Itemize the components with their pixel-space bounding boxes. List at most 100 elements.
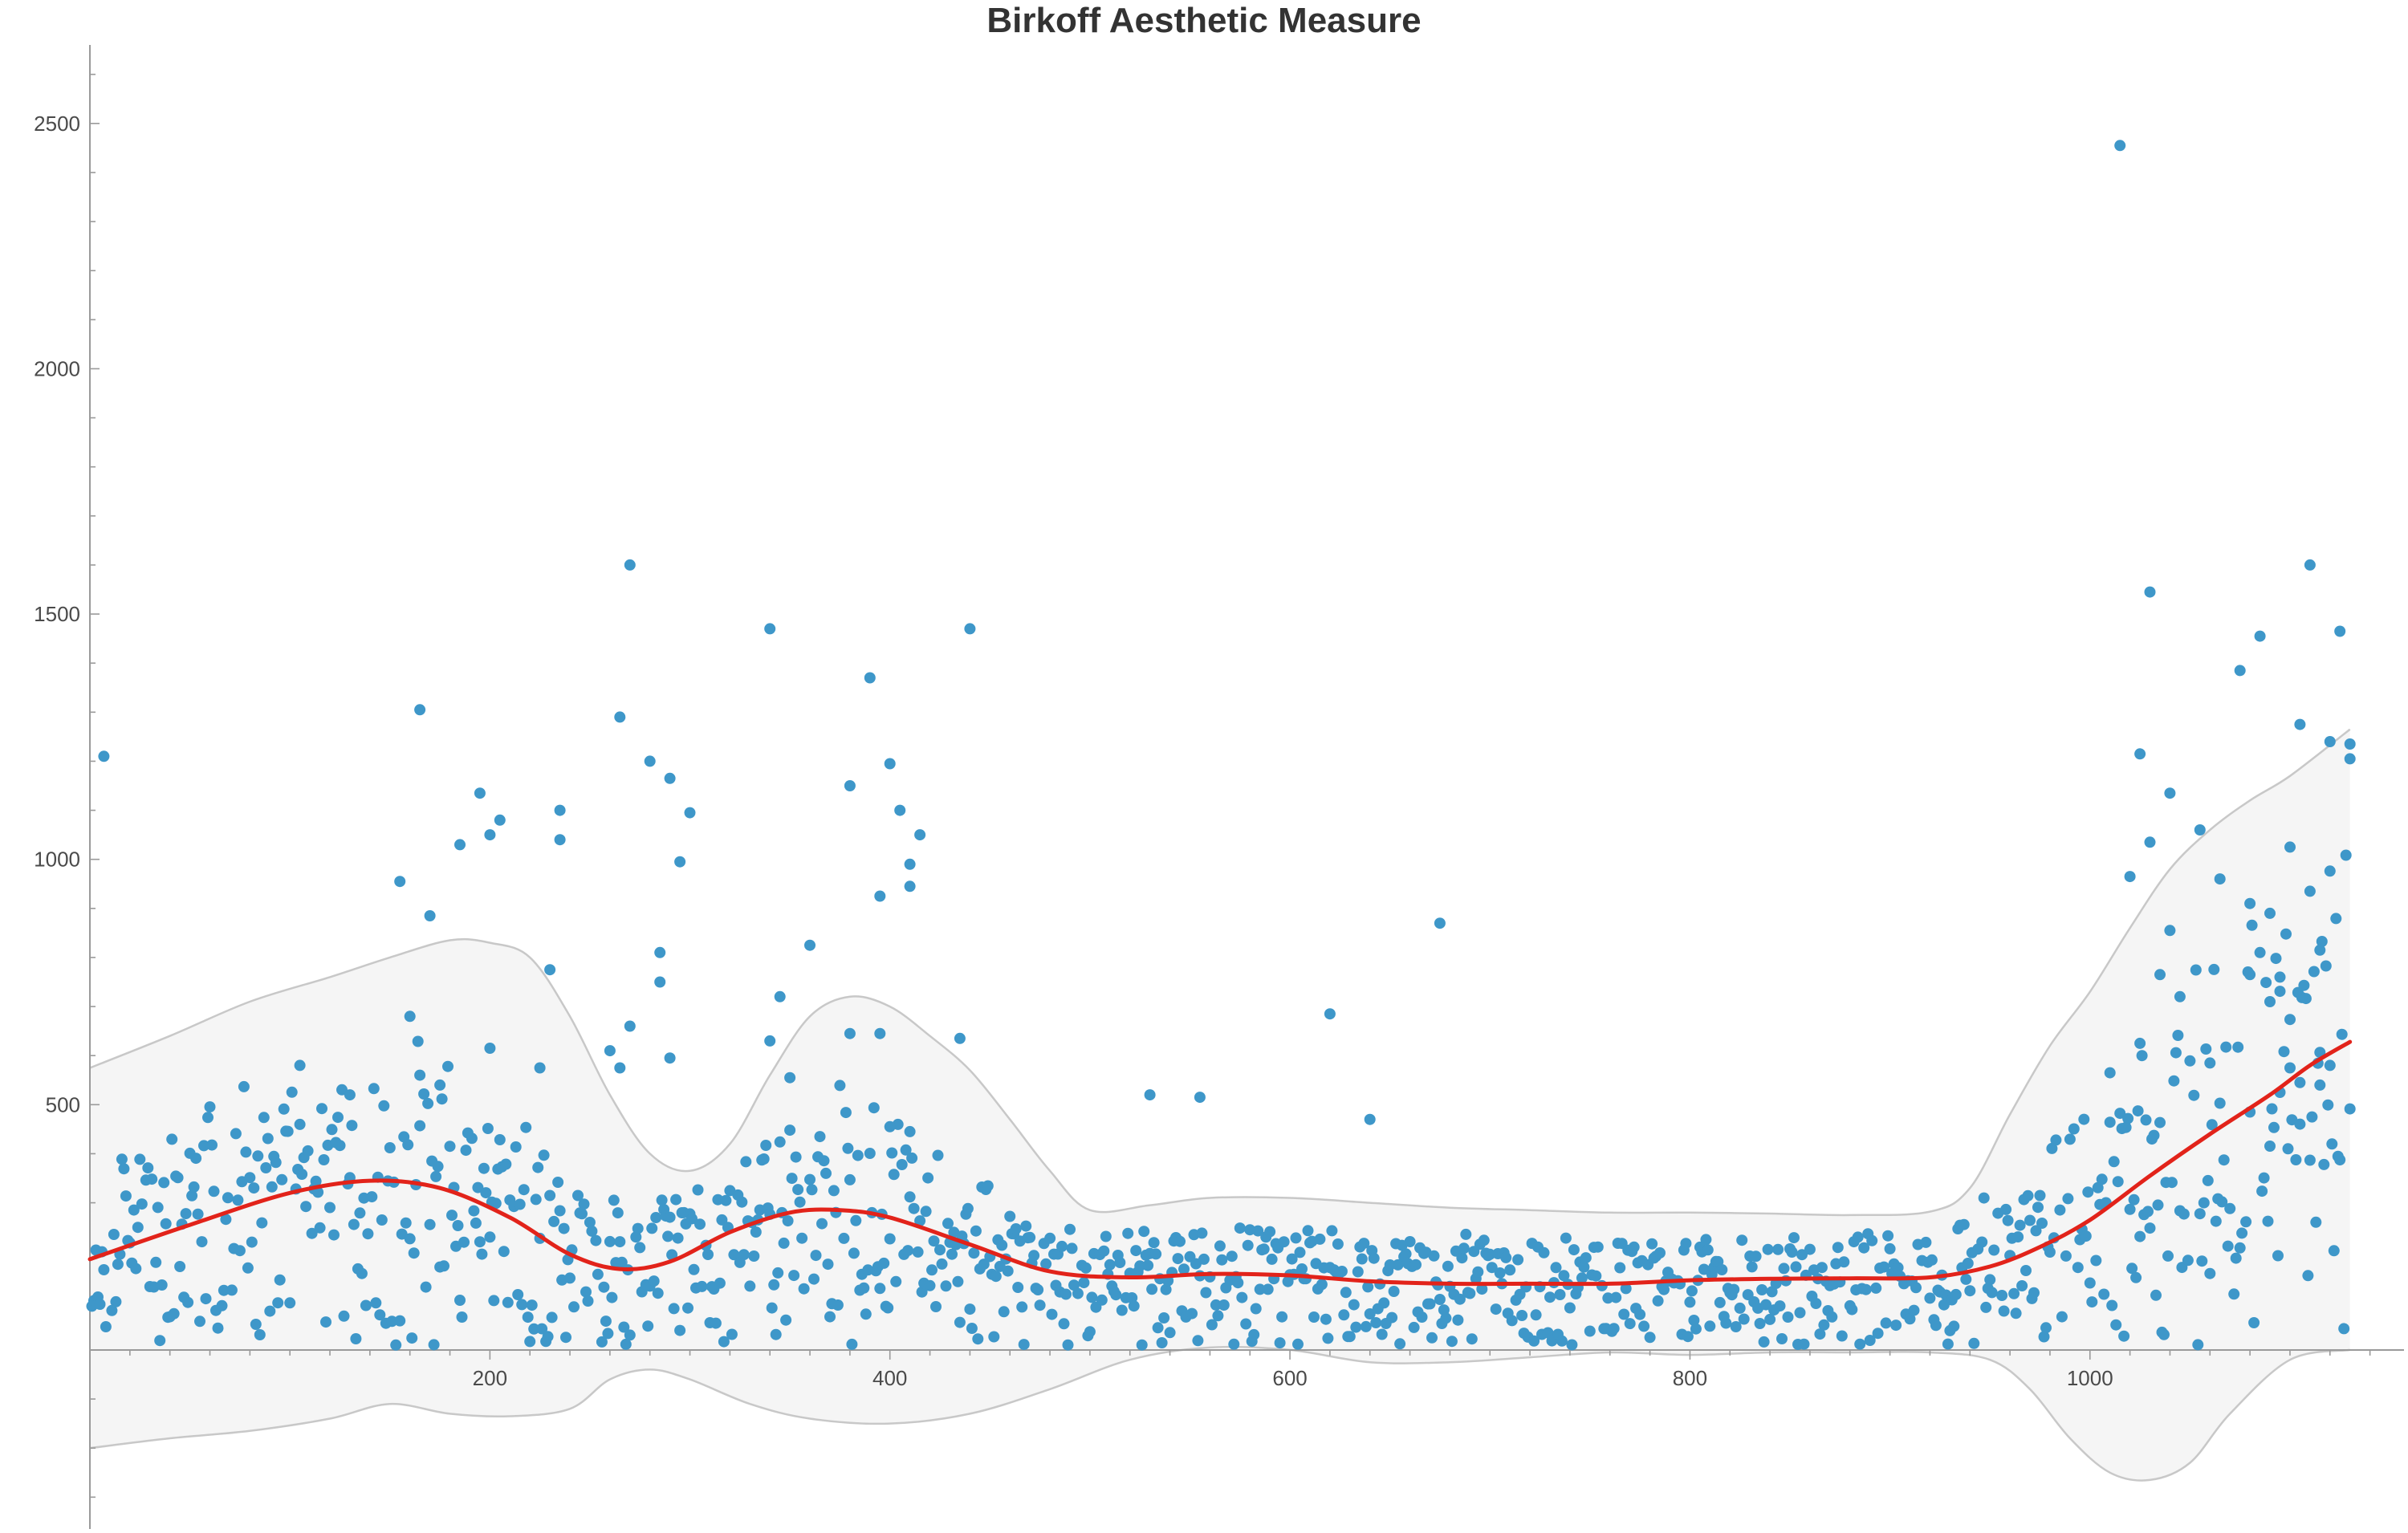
- data-point: [254, 1329, 266, 1340]
- data-point: [748, 1250, 760, 1262]
- data-point: [1454, 1293, 1466, 1305]
- data-point: [1486, 1262, 1498, 1274]
- data-point: [2244, 969, 2256, 981]
- data-point: [606, 1291, 618, 1303]
- data-point: [402, 1139, 414, 1151]
- data-point: [618, 1321, 630, 1333]
- data-point: [718, 1336, 730, 1348]
- data-point: [2284, 1014, 2296, 1026]
- data-point: [2010, 1307, 2022, 1320]
- data-point: [1174, 1235, 1186, 1247]
- data-point: [286, 1086, 298, 1098]
- data-point: [548, 1215, 560, 1227]
- data-point: [1446, 1336, 1458, 1348]
- data-point: [2266, 1103, 2278, 1115]
- data-point: [2168, 1075, 2180, 1087]
- data-point: [2280, 928, 2292, 940]
- data-point: [864, 1148, 876, 1159]
- data-point: [554, 1205, 566, 1217]
- data-point: [1086, 1291, 1098, 1303]
- data-point: [1560, 1232, 1572, 1244]
- data-point: [1816, 1262, 1828, 1274]
- data-point: [420, 1281, 432, 1293]
- data-point: [1620, 1283, 1632, 1295]
- data-point: [1774, 1300, 1786, 1312]
- data-point: [1772, 1243, 1784, 1255]
- data-point: [2262, 1215, 2274, 1227]
- data-point: [454, 839, 466, 851]
- data-point: [1846, 1303, 1858, 1315]
- data-point: [2144, 1222, 2156, 1234]
- data-point: [904, 880, 916, 893]
- data-point: [736, 1196, 748, 1208]
- data-point: [414, 1069, 426, 1081]
- data-point: [996, 1239, 1008, 1251]
- data-point: [560, 1332, 571, 1344]
- data-point: [360, 1299, 372, 1311]
- y-tick-label: 1000: [34, 848, 80, 872]
- data-point: [804, 1173, 816, 1185]
- data-point: [2334, 1154, 2346, 1166]
- data-point: [1232, 1277, 1244, 1289]
- data-point: [2104, 1067, 2116, 1079]
- data-point: [1034, 1299, 1046, 1311]
- data-point: [1234, 1222, 1246, 1234]
- data-point: [1320, 1313, 1332, 1325]
- data-point: [180, 1208, 192, 1220]
- data-point: [474, 1236, 486, 1248]
- data-point: [1370, 1317, 1382, 1328]
- data-point: [1344, 1331, 1356, 1343]
- data-point: [1778, 1263, 1790, 1275]
- data-point: [914, 1215, 926, 1227]
- data-point: [1826, 1311, 1838, 1323]
- data-point: [792, 1184, 804, 1196]
- data-point: [1410, 1259, 1422, 1271]
- data-point: [1206, 1319, 1218, 1331]
- data-point: [1614, 1262, 1626, 1274]
- data-point: [1426, 1332, 1438, 1344]
- data-point: [828, 1185, 840, 1197]
- data-point: [154, 1335, 166, 1347]
- data-point: [906, 1152, 918, 1164]
- data-point: [2330, 913, 2342, 925]
- data-point: [2230, 1252, 2242, 1264]
- data-point: [432, 1161, 444, 1173]
- data-point: [522, 1311, 534, 1324]
- data-point: [2218, 1154, 2230, 1166]
- data-point: [306, 1227, 318, 1239]
- data-point: [1734, 1302, 1746, 1314]
- data-point: [484, 829, 496, 841]
- data-point: [1564, 1302, 1576, 1314]
- data-point: [796, 1232, 808, 1244]
- data-point: [1688, 1315, 1700, 1326]
- data-point: [1336, 1266, 1348, 1277]
- data-point: [2122, 1112, 2134, 1124]
- data-point: [694, 1218, 706, 1230]
- data-point: [2236, 1227, 2248, 1239]
- data-point: [2204, 1267, 2216, 1279]
- data-point: [1466, 1333, 1478, 1345]
- data-point: [2316, 936, 2328, 947]
- data-point: [512, 1289, 524, 1300]
- data-point: [128, 1204, 140, 1216]
- data-point: [554, 804, 566, 816]
- data-point: [1324, 1008, 1336, 1020]
- data-point: [1930, 1320, 1942, 1332]
- data-point: [2192, 1339, 2204, 1351]
- data-point: [852, 1149, 864, 1161]
- data-point: [314, 1222, 326, 1234]
- data-point: [1044, 1232, 1056, 1244]
- data-point: [964, 623, 976, 635]
- data-point: [438, 1260, 449, 1272]
- data-point: [1442, 1260, 1454, 1272]
- data-point: [2024, 1214, 2036, 1226]
- data-point: [1294, 1246, 1306, 1259]
- data-point: [328, 1229, 340, 1241]
- data-point: [782, 1215, 794, 1227]
- data-point: [860, 1308, 872, 1320]
- data-point: [220, 1214, 232, 1226]
- data-point: [1858, 1242, 1870, 1254]
- data-point: [1360, 1320, 1372, 1332]
- data-point: [498, 1246, 510, 1258]
